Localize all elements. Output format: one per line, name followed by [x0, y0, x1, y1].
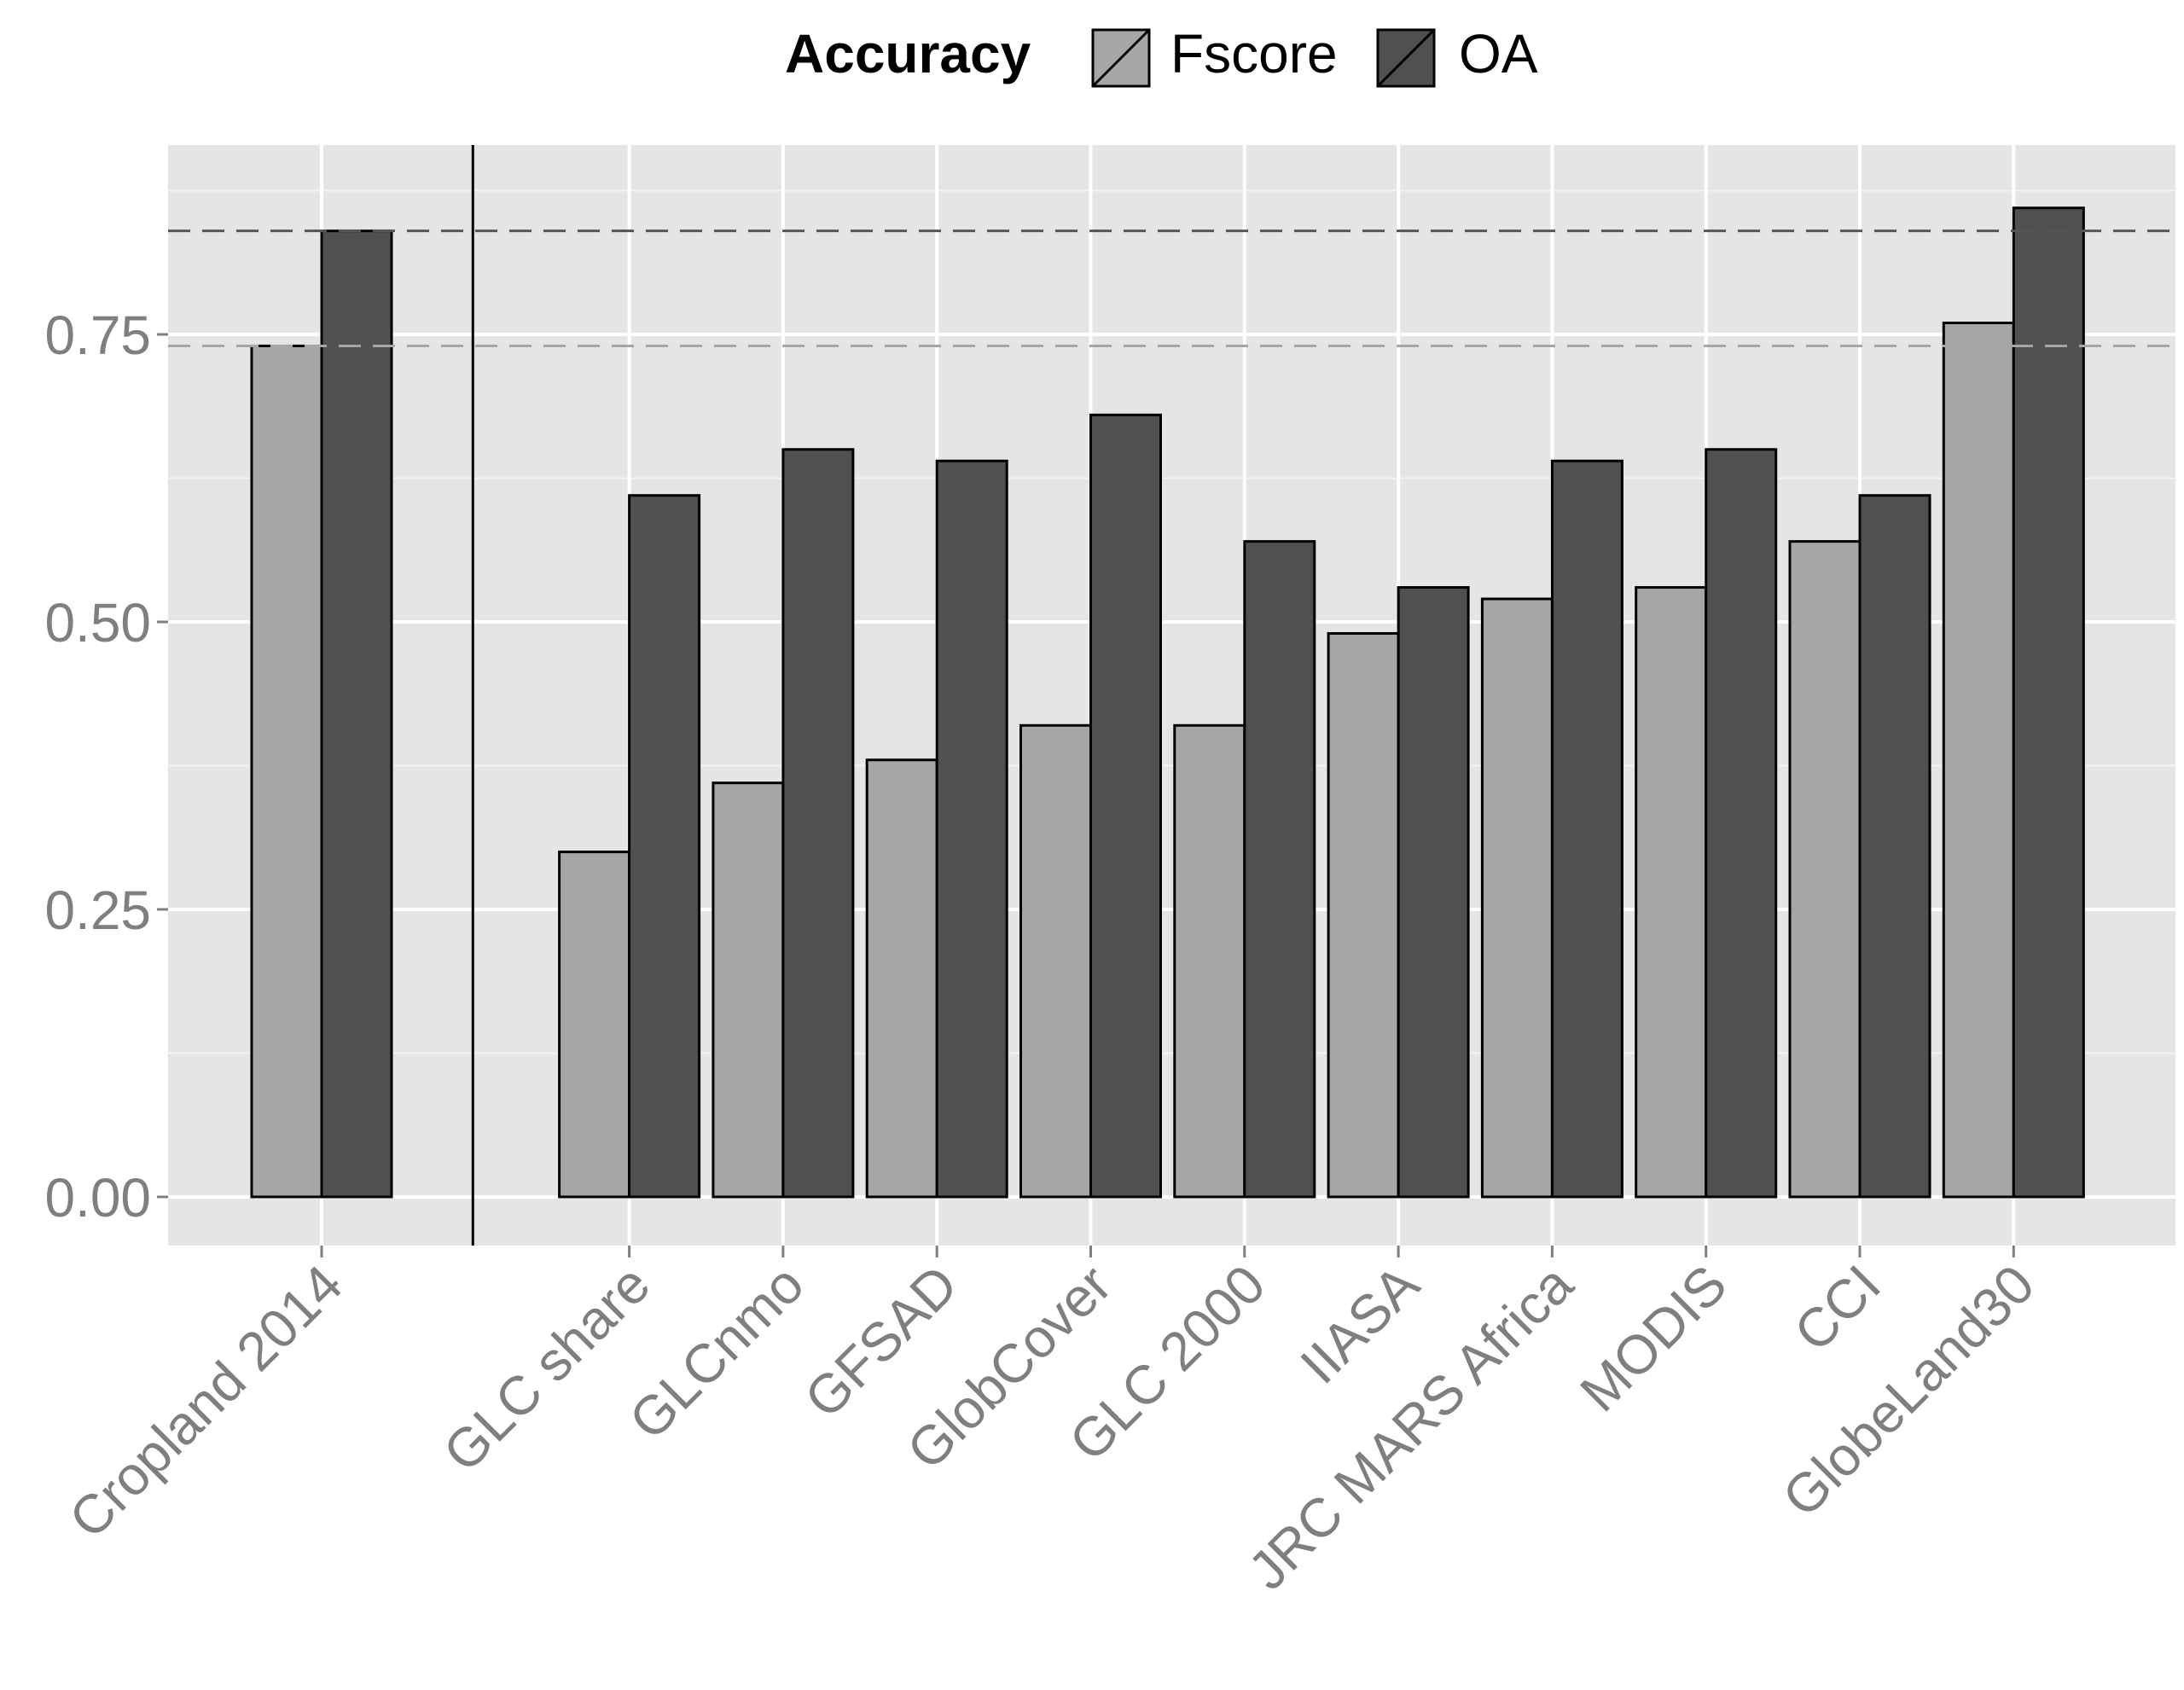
bar-fscore-glc-share — [558, 851, 631, 1199]
bar-fscore-globcover — [1019, 723, 1092, 1199]
bar-fscore-cropland-2014 — [250, 344, 323, 1199]
bar-fscore-globeland30 — [1942, 322, 2015, 1199]
bar-oa-iiasa — [1397, 586, 1470, 1199]
bar-oa-globeland30 — [2012, 206, 2085, 1199]
legend-label-fscore: Fscore — [1170, 23, 1338, 84]
y-tick-label: 0.50 — [44, 592, 151, 653]
bar-oa-globcover — [1089, 413, 1162, 1199]
legend-key-slash — [1091, 28, 1151, 88]
x-tick-label: IIASA — [1288, 1253, 1431, 1396]
bar-fscore-jrc-mars-africa — [1480, 597, 1554, 1199]
legend-title: Accuracy — [785, 23, 1031, 84]
x-tick-label: CCI — [1782, 1253, 1892, 1363]
y-tick-label: 0.75 — [44, 305, 151, 366]
bar-oa-modis — [1705, 448, 1778, 1199]
x-tick-label: Cropland 2014 — [57, 1253, 354, 1550]
x-tick-label: GLC share — [432, 1253, 662, 1484]
legend-key-slash — [1376, 28, 1436, 88]
bar-oa-glcnmo — [781, 448, 855, 1199]
legend-label-oa: OA — [1459, 23, 1538, 84]
bar-oa-glc-2000 — [1243, 540, 1316, 1199]
bar-fscore-iiasa — [1327, 631, 1400, 1199]
bar-oa-cci — [1858, 494, 1931, 1199]
y-tick-label: 0.25 — [44, 880, 151, 941]
y-tick-label: 0.00 — [44, 1167, 151, 1228]
x-tick-label: MODIS — [1568, 1253, 1738, 1423]
bar-fscore-glc-2000 — [1173, 723, 1246, 1199]
legend: Accuracy Fscore OA — [785, 23, 1538, 88]
bar-fscore-modis — [1635, 586, 1708, 1199]
bar-oa-glc-share — [628, 494, 701, 1199]
bar-fscore-cci — [1788, 540, 1862, 1199]
bar-oa-gfsad — [935, 459, 1008, 1199]
bar-fscore-glcnmo — [712, 781, 785, 1199]
bar-fscore-gfsad — [865, 758, 938, 1199]
bar-oa-jrc-mars-africa — [1550, 459, 1623, 1199]
bar-oa-cropland-2014 — [320, 229, 393, 1199]
